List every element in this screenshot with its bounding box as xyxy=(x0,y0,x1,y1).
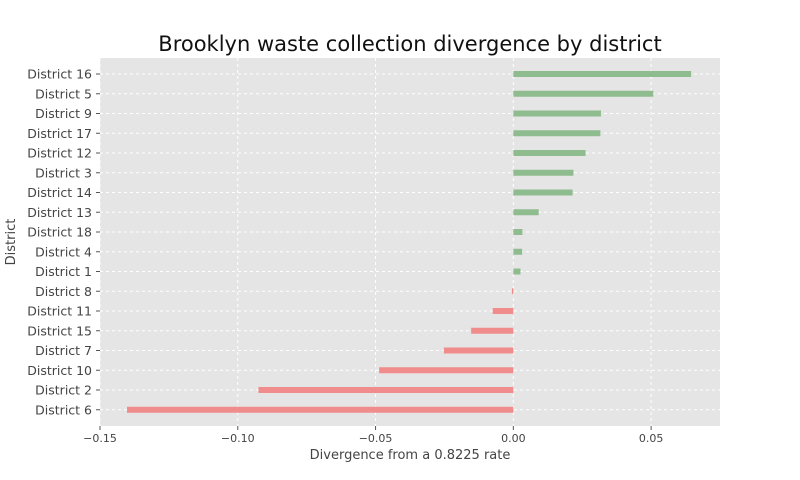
x-axis-label: Divergence from a 0.8225 rate xyxy=(310,448,511,463)
bar-district-9 xyxy=(513,110,601,117)
y-tick-label: District 3 xyxy=(35,165,92,180)
y-tick-label: District 14 xyxy=(27,185,92,200)
bar-district-10 xyxy=(379,367,514,374)
y-tick-label: District 1 xyxy=(35,264,92,279)
y-tick-label: District 17 xyxy=(27,126,92,141)
y-tick-label: District 18 xyxy=(27,225,92,240)
bar-district-7 xyxy=(443,347,514,354)
y-tick-label: District 8 xyxy=(35,284,92,299)
x-tick-label: 0.00 xyxy=(501,432,526,445)
y-tick-label: District 15 xyxy=(27,323,92,338)
plot-area xyxy=(100,58,720,426)
y-tick-label: District 16 xyxy=(27,67,92,82)
y-tick-label: District 6 xyxy=(35,402,92,417)
y-axis-label: District xyxy=(4,219,19,266)
bar-district-18 xyxy=(513,229,523,235)
bar-district-8 xyxy=(511,288,514,295)
bar-district-13 xyxy=(513,209,539,216)
bar-district-3 xyxy=(513,169,574,176)
bars xyxy=(127,71,692,413)
bar-district-6 xyxy=(127,406,514,413)
y-tick-label: District 13 xyxy=(27,205,92,220)
x-tick-label: −0.10 xyxy=(221,432,255,445)
bar-district-14 xyxy=(513,189,573,196)
bar-district-16 xyxy=(513,71,692,77)
bar-district-11 xyxy=(492,308,514,314)
x-tick-label: 0.05 xyxy=(639,432,664,445)
y-tick-label: District 7 xyxy=(35,343,92,358)
y-tick-label: District 12 xyxy=(27,146,92,161)
y-tick-label: District 9 xyxy=(35,106,92,121)
bar-district-15 xyxy=(471,327,514,334)
bar-district-2 xyxy=(258,387,514,393)
x-axis-tick-labels: −0.15 −0.10 −0.05 0.00 0.05 xyxy=(83,426,663,445)
y-tick-label: District 5 xyxy=(35,86,92,101)
bar-district-5 xyxy=(513,90,654,97)
y-axis-tick-labels: District 16 District 5 District 9 District … xyxy=(27,67,100,417)
y-tick-label: District 2 xyxy=(35,383,92,398)
chart-title: Brooklyn waste collection divergence by … xyxy=(158,32,661,56)
x-tick-label: −0.05 xyxy=(359,432,393,445)
bar-district-12 xyxy=(513,150,586,156)
bar-district-17 xyxy=(513,130,601,137)
y-tick-label: District 11 xyxy=(27,304,92,319)
y-tick-label: District 4 xyxy=(35,244,92,259)
bar-district-4 xyxy=(513,248,523,255)
bar-district-1 xyxy=(513,268,521,275)
y-tick-label: District 10 xyxy=(27,363,92,378)
grid-lines xyxy=(99,58,720,426)
x-tick-label: −0.15 xyxy=(83,432,117,445)
